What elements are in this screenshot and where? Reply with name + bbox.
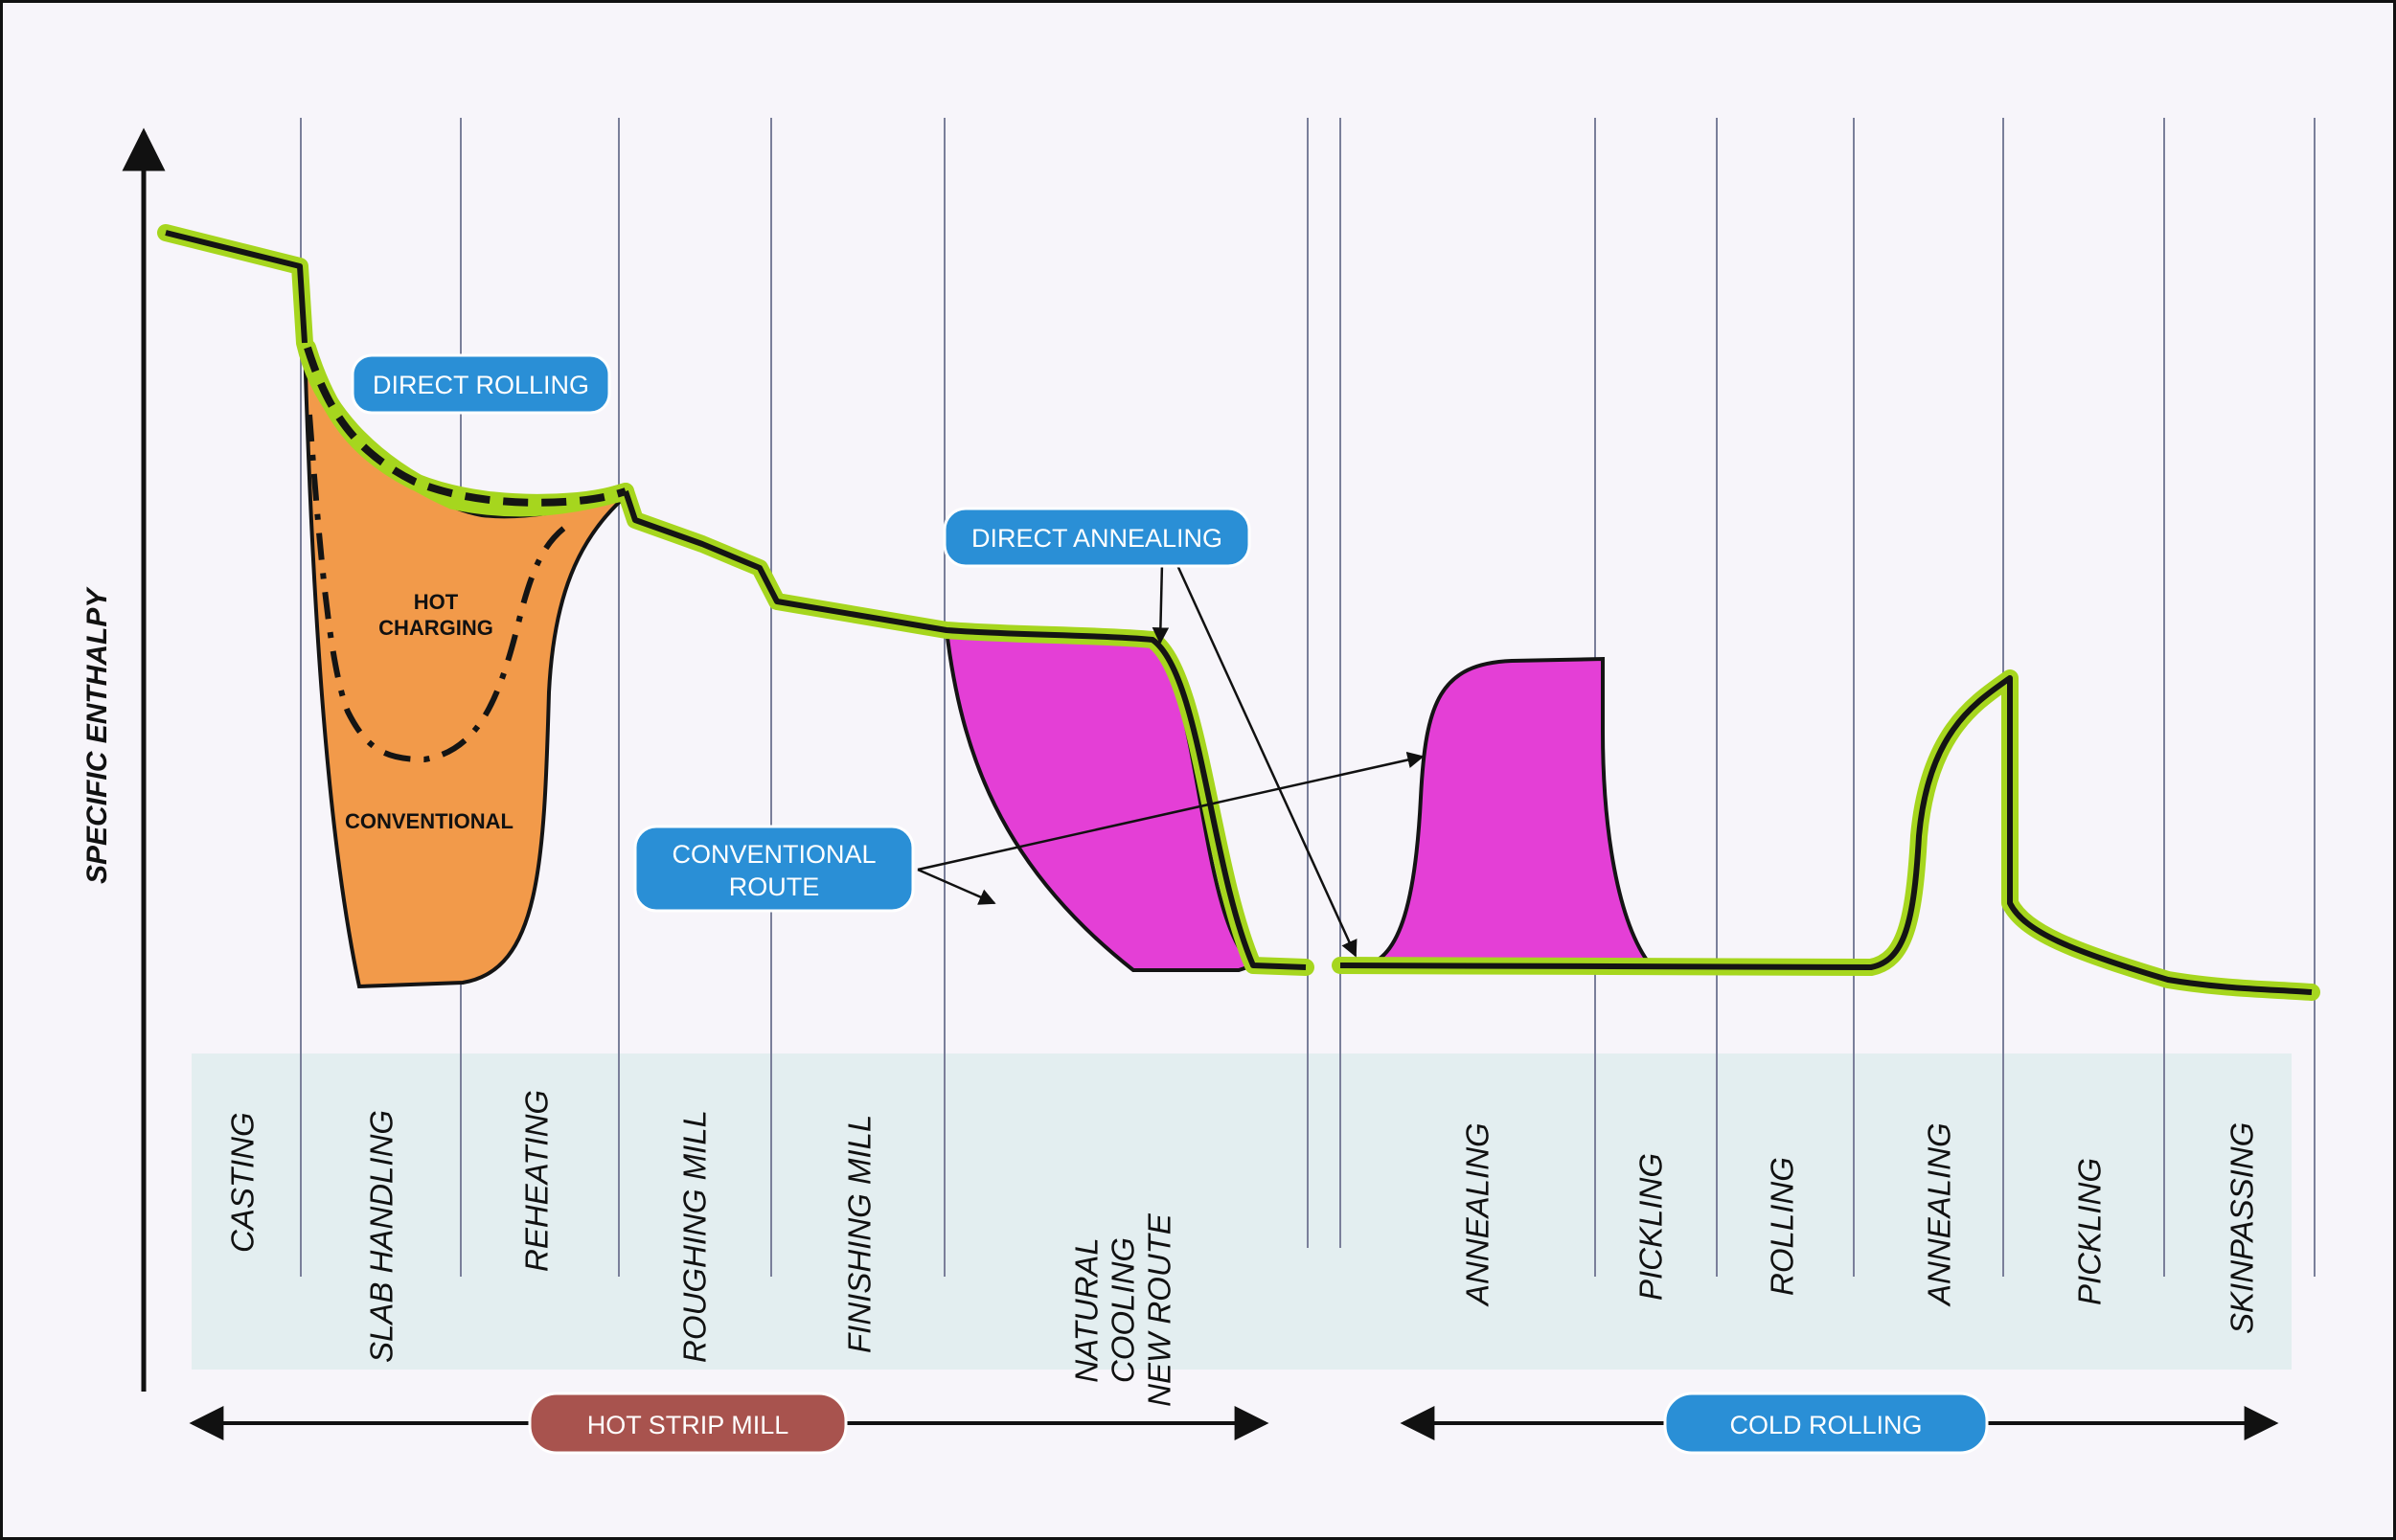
- direct-rolling-callout: DIRECT ROLLING: [351, 353, 611, 415]
- process-diagram: SPECIFIC ENTHALPY DIRECT ROLLING DIRECT …: [81, 118, 2320, 1455]
- stage-label-annealing: ANNEALING: [1922, 1122, 1957, 1307]
- hot-strip-mill-pill: HOT STRIP MILL: [528, 1392, 848, 1455]
- stage-label-pickling: PICKLING: [2072, 1158, 2108, 1305]
- stage-label-annealing: ANNEALING: [1460, 1122, 1495, 1307]
- svg-text:ROUTE: ROUTE: [729, 872, 820, 901]
- annealing-area: [1362, 656, 1655, 967]
- conventional-label: CONVENTIONAL: [345, 809, 513, 833]
- conventional-route-callout: CONVENTIONAL ROUTE: [633, 825, 915, 913]
- stage-label-natural: NATURAL: [1069, 1237, 1105, 1383]
- y-axis-label: SPECIFIC ENTHALPY: [81, 586, 113, 884]
- stage-band: [192, 1053, 2292, 1370]
- stage-labels: CASTING SLAB HANDLING REHEATING ROUGHING MI…: [225, 1090, 2260, 1407]
- svg-text:CONVENTIONAL: CONVENTIONAL: [672, 840, 876, 869]
- stage-label-roughing-mill: ROUGHING MILL: [677, 1110, 713, 1363]
- svg-text:DIRECT ROLLING: DIRECT ROLLING: [373, 371, 589, 399]
- stage-label-new-route: NEW ROUTE: [1142, 1212, 1177, 1407]
- svg-text:DIRECT ANNEALING: DIRECT ANNEALING: [971, 524, 1222, 553]
- hot-charging-label-1: HOT: [414, 590, 459, 614]
- svg-text:HOT STRIP MILL: HOT STRIP MILL: [587, 1411, 789, 1439]
- cold-rolling-pill: COLD ROLLING: [1663, 1392, 1989, 1455]
- stage-label-rolling: ROLLING: [1765, 1157, 1800, 1296]
- callout-arrows: [917, 562, 1425, 958]
- hot-charging-label-2: CHARGING: [378, 616, 493, 640]
- stage-label-cooling: COOLING: [1106, 1237, 1141, 1383]
- stage-label-slab-handling: SLAB HANDLING: [364, 1110, 399, 1363]
- direct-annealing-callout: DIRECT ANNEALING: [943, 507, 1251, 568]
- stage-dividers: [300, 118, 2316, 1277]
- stage-label-pickling: PICKLING: [1633, 1153, 1669, 1301]
- svg-text:COLD ROLLING: COLD ROLLING: [1729, 1411, 1922, 1439]
- direct-rolling-dash: [304, 346, 628, 507]
- stage-label-casting: CASTING: [225, 1112, 261, 1253]
- stage-label-reheating: REHEATING: [519, 1090, 555, 1272]
- hot-charging-curve: [307, 414, 570, 763]
- stage-label-skinpassing: SKINPASSING: [2225, 1122, 2260, 1334]
- stage-label-finishing-mill: FINISHING MILL: [842, 1115, 878, 1353]
